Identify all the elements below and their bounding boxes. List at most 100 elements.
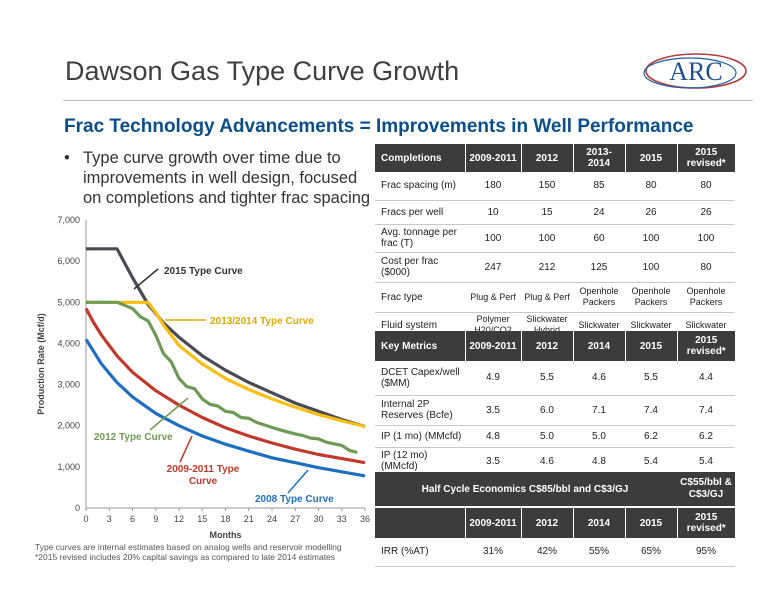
table-row: Cost per frac ($000) 247 212 125 100 80	[375, 252, 735, 283]
half-cycle-title: Half Cycle Economics C$85/bbl and C$3/GJ	[421, 483, 629, 495]
series-2008-type-curve	[84, 338, 366, 478]
table-cell: 100	[465, 224, 521, 253]
table-cell: 100	[625, 224, 677, 253]
table-cell: 247	[465, 252, 521, 283]
series-2012-type-curve	[86, 300, 358, 455]
callout-arrow	[133, 268, 159, 290]
title-divider	[63, 100, 753, 101]
table-cell: 4.6	[573, 361, 625, 396]
half-cycle-alt-price: C$55/bbl & C$3/GJ	[680, 477, 732, 500]
table-cell: 4.4	[677, 361, 735, 396]
footnotes: Type curves are internal estimates based…	[35, 542, 342, 562]
table-row: IP (1 mo) (MMcfd) 4.8 5.0 5.0 6.2 6.2	[375, 425, 735, 448]
table-cell: 80	[677, 172, 735, 201]
y-tick-label: 1,000	[57, 462, 80, 472]
table-cell: 100	[521, 224, 573, 253]
table-cell: Openhole Packers	[677, 282, 735, 313]
table-cell: 95%	[677, 538, 735, 567]
row-label: DCET Capex/well ($MM)	[375, 361, 465, 396]
irr-table: 2009-2011 2012 2014 2015 2015 revised* IRR (%…	[375, 508, 735, 567]
row-label: IP (12 mo) (MMcfd)	[375, 447, 465, 476]
table-cell: 3.5	[465, 447, 521, 476]
key-metrics-table: Key Metrics 2009-2011 2012 2014 2015 2015 rev…	[375, 331, 735, 476]
column-header	[375, 508, 466, 538]
series-2009-2011-type-curve	[84, 307, 366, 465]
table-header: Completions 2009-2011 2012 2013-2014 2015 201…	[375, 144, 735, 172]
x-tick-label: 0	[83, 514, 88, 524]
table-cell: Plug & Perf	[465, 282, 521, 313]
table-cell: Openhole Packers	[573, 282, 625, 313]
column-header: 2009-2011	[465, 331, 522, 361]
series-label: 2013/2014 Type Curve	[210, 316, 314, 327]
table-cell: 15	[521, 200, 573, 225]
table-cell: 10	[465, 200, 521, 225]
table-cell: 24	[573, 200, 625, 225]
page-title: Dawson Gas Type Curve Growth	[65, 56, 460, 86]
table-cell: Plug & Perf	[521, 282, 573, 313]
table-row: Internal 2P Reserves (Bcfe) 3.5 6.0 7.1 7.4 7…	[375, 395, 735, 426]
table-cell: 7.1	[573, 395, 625, 426]
row-label: Avg. tonnage per frac (T)	[375, 224, 465, 253]
callout-arrow	[149, 397, 189, 431]
table-header: 2009-2011 2012 2014 2015 2015 revised*	[375, 508, 735, 538]
table-header: Key Metrics 2009-2011 2012 2014 2015 2015 rev…	[375, 331, 735, 361]
table-cell: 6.2	[677, 425, 735, 448]
table-row: DCET Capex/well ($MM) 4.9 5.5 4.6 5.5 4.4	[375, 361, 735, 396]
table-cell: 26	[677, 200, 735, 225]
column-header: 2015 revised*	[677, 331, 735, 361]
table-cell: 4.9	[465, 361, 521, 396]
table-cell: 4.8	[465, 425, 521, 448]
y-tick-label: 5,000	[57, 297, 80, 307]
table-cell: 100	[677, 224, 735, 253]
table-cell: 5.5	[625, 361, 677, 396]
subtitle: Frac Technology Advancements = Improveme…	[64, 116, 694, 137]
y-tick-label: 0	[75, 503, 80, 513]
table-cell: 5.5	[521, 361, 573, 396]
x-tick-label: 3	[107, 514, 112, 524]
arc-logo: ARC	[643, 53, 747, 89]
column-header: 2012	[521, 331, 574, 361]
completions-table: Completions 2009-2011 2012 2013-2014 2015 201…	[375, 144, 735, 339]
table-cell: 150	[521, 172, 573, 201]
logo-text: ARC	[669, 57, 722, 86]
x-tick-label: 15	[197, 514, 207, 524]
table-row: Frac spacing (m) 180 150 85 80 80	[375, 172, 735, 201]
row-label: IRR (%AT)	[375, 538, 465, 567]
footnote-2: *2015 revised includes 20% capital savin…	[35, 552, 336, 562]
x-tick-label: 6	[130, 514, 135, 524]
column-header: 2015 revised*	[677, 144, 735, 172]
table-cell: 6.0	[521, 395, 573, 426]
table-cell: Openhole Packers	[625, 282, 677, 313]
table-cell: 80	[625, 172, 677, 201]
y-tick-label: 4,000	[57, 338, 80, 348]
y-tick-label: 6,000	[57, 256, 80, 266]
bullet-text: Type curve growth over time due to impro…	[83, 149, 371, 207]
x-tick-label: 9	[153, 514, 158, 524]
column-header: 2014	[573, 508, 626, 538]
x-tick-label: 18	[220, 514, 230, 524]
x-tick-label: 33	[337, 514, 347, 524]
y-tick-label: 3,000	[57, 380, 80, 390]
table-cell: 6.2	[625, 425, 677, 448]
table-cell: 7.4	[677, 395, 735, 426]
table-cell: 180	[465, 172, 521, 201]
table-cell: 60	[573, 224, 625, 253]
table-cell: 5.0	[521, 425, 573, 448]
y-tick-label: 2,000	[57, 421, 80, 431]
table-cell: 3.5	[465, 395, 521, 426]
table-cell: 125	[573, 252, 625, 283]
x-axis-label: Months	[210, 530, 242, 540]
table-cell: 7.4	[625, 395, 677, 426]
table-row: IP (12 mo) (MMcfd) 3.5 4.6 4.8 5.4 5.4	[375, 447, 735, 476]
row-label: IP (1 mo) (MMcfd)	[375, 425, 465, 448]
table-cell: 4.6	[521, 447, 573, 476]
column-header: 2014	[573, 331, 626, 361]
y-tick-label: 7,000	[57, 215, 80, 225]
column-header: 2015 revised*	[677, 508, 735, 538]
table-cell: 100	[625, 252, 677, 283]
row-label: Frac spacing (m)	[375, 172, 465, 201]
column-header: 2015	[625, 331, 678, 361]
y-axis-label: Production Rate (Mcf/d)	[36, 313, 46, 415]
series-label: 2012 Type Curve	[94, 432, 173, 443]
series-label: 2009-2011 Type Curve	[167, 464, 240, 487]
